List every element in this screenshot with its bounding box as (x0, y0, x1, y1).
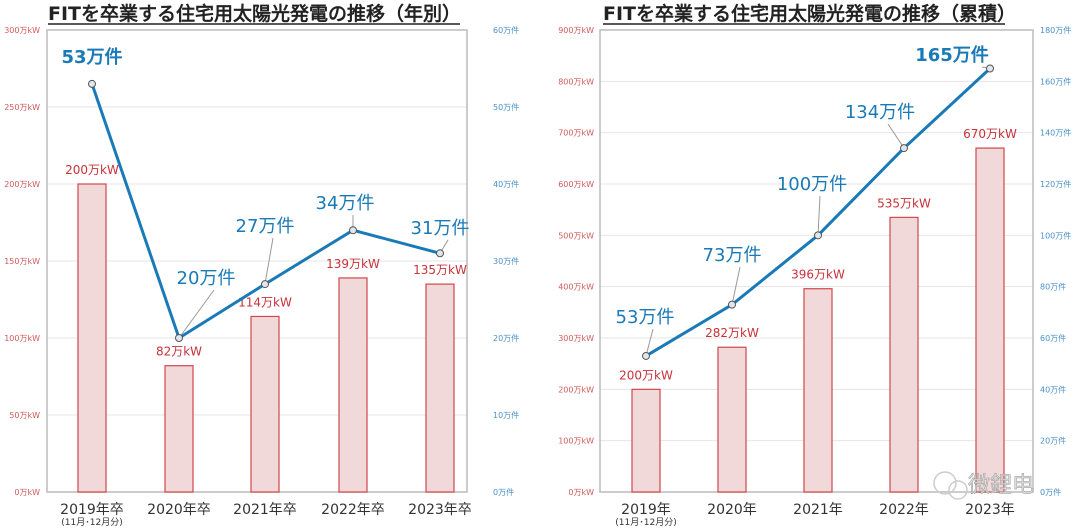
right-axis-tick-label: 60万件 (1040, 333, 1066, 343)
line-value-label: 73万件 (703, 245, 762, 266)
chart-title: FITを卒業する住宅用太陽光発電の推移（累積） (603, 2, 1016, 25)
line-point (175, 334, 183, 342)
right-axis-tick-label: 160万件 (1040, 76, 1071, 86)
right-axis-tick-label: 180万件 (1040, 25, 1071, 35)
left-axis-tick-label: 800万kW (558, 77, 594, 86)
category-label: 2019年 (621, 502, 671, 518)
watermark: 微鋰电 (968, 473, 1034, 498)
right-axis-tick-label: 80万件 (1040, 282, 1066, 292)
bar (803, 288, 833, 493)
line-value-label: 53万件 (61, 46, 122, 68)
left-axis-tick-label: 250万kW (4, 103, 40, 112)
category-label: 2019年卒 (60, 502, 124, 518)
chart-title: FITを卒業する住宅用太陽光発電の推移（年別） (48, 2, 461, 25)
line-point (900, 144, 908, 153)
line-point (261, 280, 269, 289)
leader-line (178, 289, 215, 339)
bar (975, 147, 1005, 493)
left-axis-tick-label: 500万kW (558, 231, 594, 240)
category-label: 2022年 (879, 502, 929, 518)
bar (250, 315, 280, 493)
wechat-icon-bubble (948, 480, 968, 500)
category-label: 2021年卒 (233, 502, 297, 518)
left-axis-tick-label: 300万kW (4, 26, 40, 35)
bar-value-label: 200万kW (619, 368, 673, 382)
category-label: 2020年 (707, 502, 757, 518)
line-value-label: 20万件 (177, 268, 236, 289)
bar (889, 216, 919, 493)
category-label: 2020年卒 (147, 502, 211, 518)
right-axis-tick-label: 100万件 (1040, 230, 1071, 240)
left-axis-tick-label: 300万kW (558, 334, 594, 343)
bar (77, 183, 107, 493)
bar-value-label: 114万kW (238, 295, 292, 309)
bar (631, 388, 661, 493)
right-axis-tick-label: 30万件 (493, 256, 519, 266)
right-axis-tick-label: 0万件 (1040, 487, 1061, 497)
right-axis-tick-label: 60万件 (493, 25, 519, 35)
bar-value-label: 82万kW (156, 345, 202, 359)
category-label: 2023年卒 (408, 502, 472, 518)
line-value-label: 34万件 (316, 193, 375, 214)
bar (425, 283, 455, 493)
right-axis-tick-label: 40万件 (1040, 384, 1066, 394)
line-point (642, 351, 650, 360)
right-axis-tick-label: 50万件 (493, 102, 519, 112)
bar-value-label: 139万kW (326, 257, 380, 271)
right-axis-tick-label: 20万件 (1040, 436, 1066, 446)
line-point (814, 231, 822, 240)
left-axis-tick-label: 700万kW (558, 129, 594, 138)
line-value-label: 53万件 (616, 307, 675, 328)
bar-value-label: 670万kW (963, 127, 1017, 141)
category-note: (11月･12月分) (61, 517, 122, 528)
line-value-label: 165万件 (915, 44, 989, 66)
leader-line (264, 237, 274, 285)
left-axis-tick-label: 0万kW (568, 488, 594, 497)
right-axis-tick-label: 40万件 (493, 179, 519, 189)
left-axis-tick-label: 100万kW (558, 437, 594, 446)
line-point (728, 300, 736, 309)
category-label: 2021年 (793, 502, 843, 518)
bar (338, 277, 368, 493)
right-axis-tick-label: 20万件 (493, 333, 519, 343)
left-axis-tick-label: 200万kW (4, 180, 40, 189)
left-axis-tick-label: 0万kW (14, 488, 40, 497)
left-axis-tick-label: 900万kW (558, 26, 594, 35)
line-point (436, 249, 444, 258)
line-point (349, 226, 357, 235)
wechat-icon (933, 471, 957, 495)
left-axis-tick-label: 50万kW (9, 411, 40, 420)
right-axis-tick-label: 140万件 (1040, 128, 1071, 138)
bar-value-label: 396万kW (791, 268, 845, 282)
right-axis-tick-label: 10万件 (493, 410, 519, 420)
leader-line (731, 266, 741, 305)
line-point (986, 64, 994, 73)
line-value-label: 31万件 (411, 218, 470, 239)
category-label: 2022年卒 (321, 502, 385, 518)
right-axis-tick-label: 120万件 (1040, 179, 1071, 189)
leader-line (887, 123, 905, 149)
bar-value-label: 535万kW (877, 196, 931, 210)
line-value-label: 27万件 (236, 216, 295, 237)
line-value-label: 134万件 (845, 102, 915, 123)
bar (717, 346, 747, 493)
bar (164, 365, 194, 493)
left-axis-tick-label: 150万kW (4, 257, 40, 266)
category-note: (11月･12月分) (615, 517, 676, 528)
left-axis-tick-label: 200万kW (558, 385, 594, 394)
bar-value-label: 200万kW (65, 163, 119, 177)
left-axis-tick-label: 400万kW (558, 283, 594, 292)
leader-line (645, 328, 654, 357)
left-axis-tick-label: 600万kW (558, 180, 594, 189)
right-axis-tick-label: 0万件 (493, 487, 514, 497)
bar-value-label: 282万kW (705, 326, 759, 340)
bar-value-label: 135万kW (413, 263, 467, 277)
leader-line (817, 195, 821, 236)
left-axis-tick-label: 100万kW (4, 334, 40, 343)
line-value-label: 100万件 (777, 174, 847, 195)
category-label: 2023年 (965, 502, 1015, 518)
line-point (88, 79, 96, 88)
